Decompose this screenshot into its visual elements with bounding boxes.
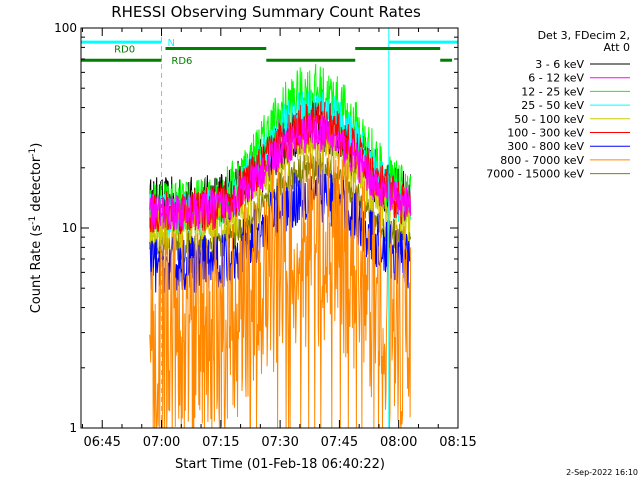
x-axis-label: Start Time (01-Feb-18 06:40:22) (175, 457, 385, 472)
series-line-7 (149, 141, 412, 429)
series-line-6 (149, 165, 412, 294)
series-layer (149, 63, 412, 429)
y-axis-label-main: Count Rate (s (29, 225, 44, 314)
legend-label-0: 3 - 6 keV (535, 58, 584, 71)
x-tick-label: 07:45 (321, 435, 358, 450)
x-tick-label: 07:30 (261, 435, 298, 450)
y-axis-label-superscript-2: -1 (28, 148, 38, 157)
series-line-1 (149, 114, 412, 231)
footer-date: 2-Sep-2022 16:10 (566, 468, 638, 477)
x-tick-label: 07:15 (202, 435, 239, 450)
legend-label-4: 50 - 100 keV (514, 113, 584, 126)
chart-title: RHESSI Observing Summary Count Rates (111, 3, 421, 21)
x-tick-label: 07:00 (143, 435, 180, 450)
legend-header-line-1: Det 3, FDecim 2, (538, 29, 630, 42)
legend-label-6: 300 - 800 keV (507, 140, 584, 153)
y-axis-label-middle: detector (29, 156, 44, 216)
flag-label-n: N (168, 38, 175, 49)
y-axis-label: Count Rate (s-1 detector-1) (28, 143, 44, 314)
x-tick-label: 08:00 (380, 435, 417, 450)
y-tick-label: 100 (54, 21, 77, 35)
y-tick-label: 1 (69, 421, 77, 435)
y-tick-label: 10 (62, 221, 77, 235)
x-tick-label: 06:45 (83, 435, 120, 450)
legend-label-3: 25 - 50 keV (521, 99, 584, 112)
legend-label-7: 800 - 7000 keV (500, 154, 584, 167)
legend-label-5: 100 - 300 keV (507, 127, 584, 140)
flag-label-rd6: RD6 (171, 56, 192, 67)
x-tick-label: 08:15 (439, 435, 476, 450)
y-axis-label-end: ) (29, 143, 44, 148)
flag-label-rd0: RD0 (114, 44, 135, 55)
axis-layer: 1 10 100 06:45 07:00 07:15 07:30 07:45 08:00 08:1… (54, 21, 477, 450)
legend-label-1: 6 - 12 keV (528, 72, 584, 85)
y-axis-label-superscript: -1 (28, 216, 38, 225)
legend-label-8: 7000 - 15000 keV (486, 168, 584, 181)
legend-header-line-2: Att 0 (604, 41, 630, 54)
legend-label-2: 12 - 25 keV (521, 85, 584, 98)
